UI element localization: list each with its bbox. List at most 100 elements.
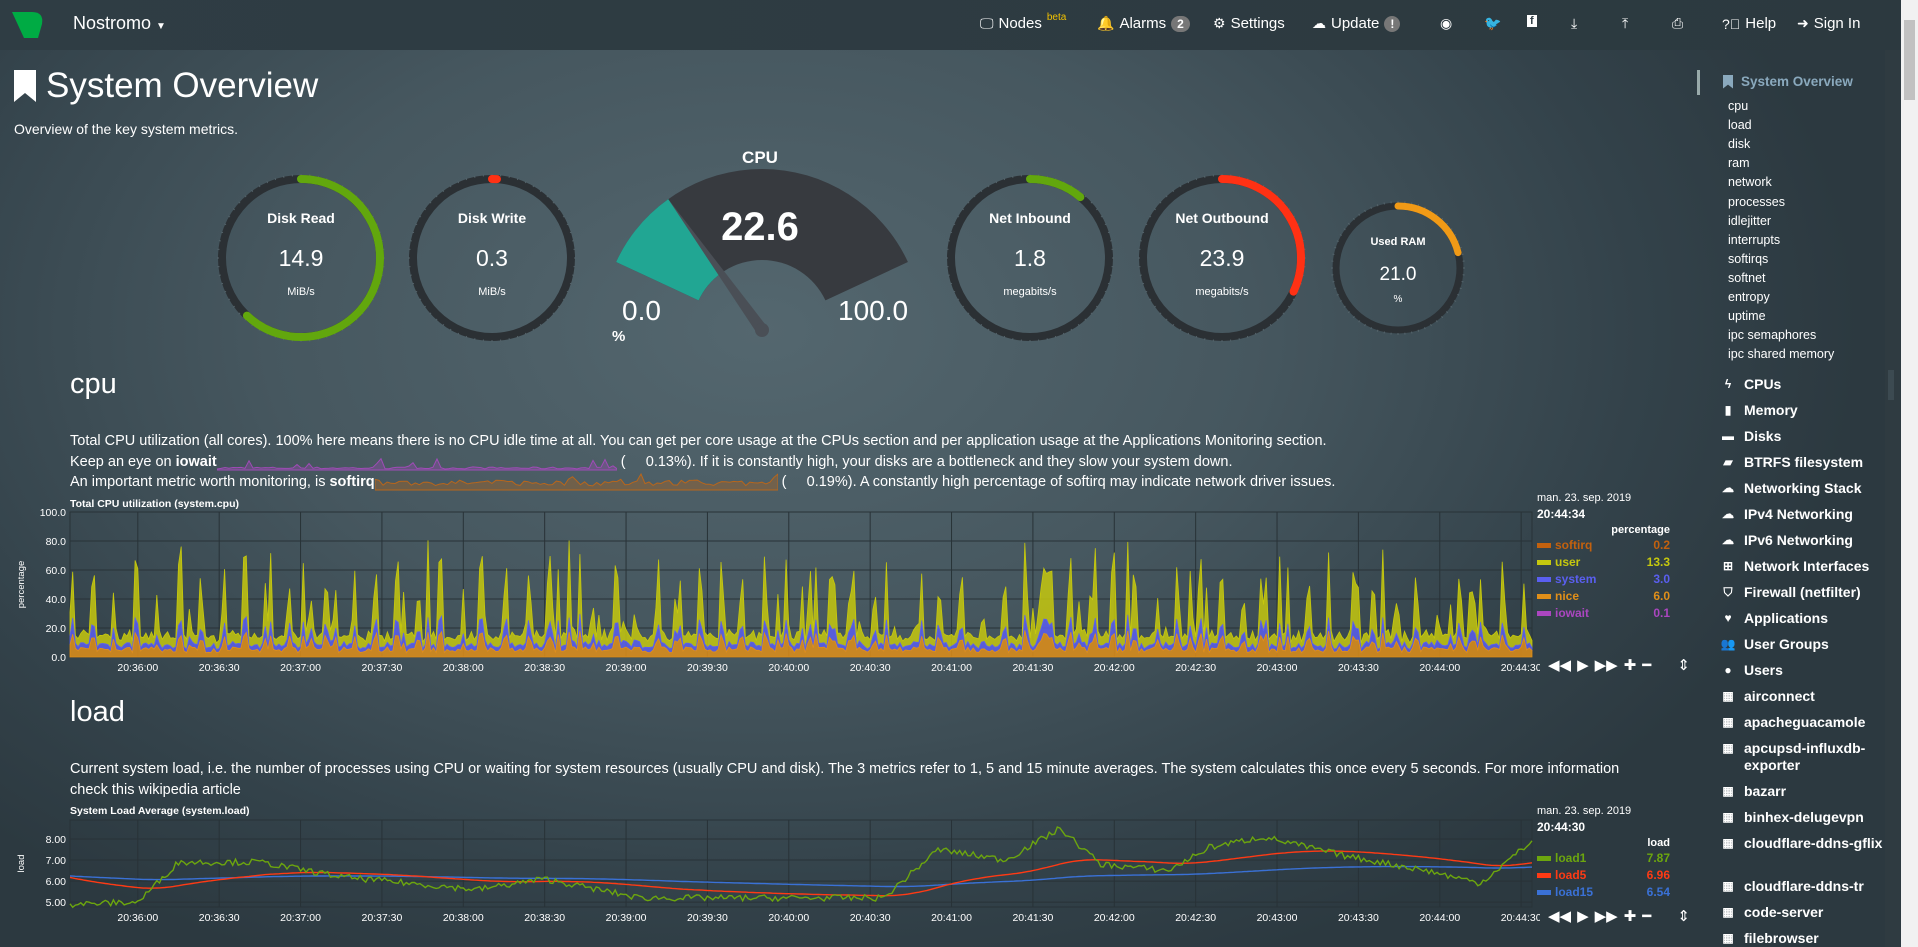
- sidebar-subitem-ipc-semaphores[interactable]: ipc semaphores: [1728, 328, 1817, 343]
- pan-right-button[interactable]: ▶▶: [1594, 657, 1618, 674]
- sidebar-subitem-softnet[interactable]: softnet: [1728, 270, 1766, 285]
- sidebar-item-cpus[interactable]: ϟ CPUs: [1720, 376, 1885, 393]
- sidebar-subitem-ram[interactable]: ram: [1728, 156, 1750, 171]
- zoom-in-button[interactable]: ✚: [1623, 657, 1637, 674]
- gauge-tick: [1149, 215, 1152, 218]
- wikipedia-link[interactable]: wikipedia article: [138, 781, 241, 798]
- sidebar-subitem-load[interactable]: load: [1728, 118, 1752, 133]
- sidebar-subitem-interrupts[interactable]: interrupts: [1728, 232, 1781, 247]
- sidebar-item-filebrowser[interactable]: ▦ filebrowser: [1720, 930, 1885, 947]
- sidebar-item-networking-stack[interactable]: ☁ Networking Stack: [1720, 480, 1885, 497]
- sidebar-scroll-thumb[interactable]: [1888, 370, 1894, 400]
- series-name: system: [1555, 571, 1597, 586]
- sidebar-subitem-uptime[interactable]: uptime: [1728, 309, 1766, 324]
- softirq-sparkline[interactable]: [374, 473, 778, 491]
- update-button[interactable]: ☁ Update!: [1312, 15, 1401, 32]
- sidebar-item-memory[interactable]: ▮ Memory: [1720, 402, 1885, 419]
- github-button[interactable]: ◉: [1440, 15, 1452, 32]
- legend-item-load15[interactable]: load15 6.54: [1537, 883, 1670, 900]
- sidebar-subitem-processes[interactable]: processes: [1728, 194, 1785, 209]
- net-inbound-gauge[interactable]: Net Inbound 1.8 megabits/s: [945, 173, 1115, 343]
- series-value: 6.0: [1653, 588, 1670, 603]
- host-selector[interactable]: Nostromo ▼: [73, 13, 166, 34]
- sidebar-item-users[interactable]: ● Users: [1720, 662, 1885, 679]
- gauge-tick: [566, 290, 569, 293]
- zoom-in-button[interactable]: ✚: [1623, 908, 1637, 925]
- sign-in-button[interactable]: ➜ Sign In: [1797, 15, 1860, 32]
- disk-read-gauge[interactable]: Disk Read 14.9 MiB/s: [216, 173, 386, 343]
- sidebar-item-apacheguacamole[interactable]: ▦ apacheguacamole: [1720, 714, 1885, 731]
- sidebar-item-ipv6-networking[interactable]: ☁ IPv6 Networking: [1720, 532, 1885, 549]
- pan-left-button[interactable]: ◀◀: [1548, 908, 1572, 925]
- sidebar-item-btrfs-filesystem[interactable]: ▰ BTRFS filesystem: [1720, 454, 1885, 471]
- download-button[interactable]: ⤓: [1571, 15, 1577, 32]
- sidebar-item-cloudflare-ddns-tr[interactable]: ▦ cloudflare-ddns-tr: [1720, 878, 1885, 895]
- legend-item-load5[interactable]: load5 6.96: [1537, 866, 1670, 883]
- sidebar-subitem-softirqs[interactable]: softirqs: [1728, 251, 1769, 266]
- sidebar-subitem-cpu[interactable]: cpu: [1728, 99, 1749, 113]
- resize-handle[interactable]: ⇕: [1677, 908, 1690, 925]
- pan-right-button[interactable]: ▶▶: [1594, 908, 1618, 925]
- shield-icon: ⛉: [1723, 585, 1733, 599]
- play-button[interactable]: ▶: [1577, 657, 1589, 674]
- page-scroll-thumb[interactable]: [1904, 20, 1915, 100]
- twitter-button[interactable]: 🐦: [1484, 15, 1501, 32]
- gauge-tick: [1269, 324, 1272, 327]
- sidebar-item-ipv4-networking[interactable]: ☁ IPv4 Networking: [1720, 506, 1885, 523]
- pan-left-button[interactable]: ◀◀: [1548, 657, 1572, 674]
- resize-handle[interactable]: ⇕: [1677, 657, 1690, 674]
- disk-write-gauge[interactable]: Disk Write 0.3 MiB/s: [407, 173, 577, 343]
- legend-item-user[interactable]: user 13.3: [1537, 553, 1670, 570]
- sidebar-item-network-interfaces[interactable]: ⊞ Network Interfaces: [1720, 558, 1885, 575]
- sidebar-item-user-groups[interactable]: 👥 User Groups: [1720, 636, 1885, 653]
- alarms-button[interactable]: 🔔 Alarms 2: [1097, 15, 1190, 32]
- sidebar-item-binhex-delugevpn[interactable]: ▦ binhex-delugevpn: [1720, 809, 1885, 826]
- gauge-tick: [442, 189, 445, 192]
- y-tick-label: 8.00: [46, 834, 67, 846]
- zoom-out-button[interactable]: ━: [1642, 908, 1652, 925]
- sidebar-item-code-server[interactable]: ▦ code-server: [1720, 904, 1885, 921]
- sidebar-item-cloudflare-ddns-gflix[interactable]: ▦ cloudflare-ddns-gflix: [1720, 835, 1885, 852]
- sidebar-subitem-idlejitter[interactable]: idlejitter: [1728, 213, 1772, 228]
- series-value: 0.2: [1653, 537, 1670, 552]
- sidebar-item-apcupsd-influxdb-exporter[interactable]: ▦ apcupsd-influxdb-exporter: [1720, 740, 1885, 774]
- gauge-tick: [1376, 329, 1379, 332]
- sidebar-item-firewall-netfilter-[interactable]: ⛉ Firewall (netfilter): [1720, 584, 1885, 601]
- gauge-tick: [1141, 282, 1145, 285]
- sidebar-subitem-network[interactable]: network: [1728, 175, 1772, 190]
- sidebar-item-disks[interactable]: ▬ Disks: [1720, 428, 1885, 445]
- sidebar-item-system-overview[interactable]: System Overview: [1723, 74, 1853, 89]
- sidebar-scrollbar[interactable]: [1885, 50, 1900, 947]
- cpu-gauge[interactable]: CPU 22.6 0.0 100.0 %: [590, 140, 930, 360]
- sidebar-item-applications[interactable]: ♥ Applications: [1720, 610, 1885, 627]
- print-button[interactable]: ⎙: [1672, 15, 1683, 32]
- facebook-button[interactable]: f: [1527, 15, 1537, 27]
- cpu-chart[interactable]: 20:36:00 20:36:30 20:37:00 20:37:30 20:38:00…: [0, 500, 1540, 680]
- bell-icon: 🔔: [1097, 15, 1115, 31]
- help-button[interactable]: ?⃝ Help: [1722, 15, 1776, 32]
- sidebar-subitem-ipc-shared-memory[interactable]: ipc shared memory: [1728, 347, 1835, 362]
- netdata-logo[interactable]: [12, 12, 44, 38]
- used-ram-gauge[interactable]: Used RAM 21.0 %: [1330, 200, 1466, 336]
- settings-button[interactable]: ⚙ Settings: [1213, 15, 1285, 32]
- zoom-out-button[interactable]: ━: [1642, 657, 1652, 674]
- legend-item-iowait[interactable]: iowait 0.1: [1537, 604, 1670, 621]
- sidebar-item-label: Memory: [1744, 402, 1798, 418]
- iowait-sparkline[interactable]: [216, 453, 617, 471]
- legend-item-system[interactable]: system 3.0: [1537, 570, 1670, 587]
- play-button[interactable]: ▶: [1577, 908, 1589, 925]
- sidebar-subitem-disk[interactable]: disk: [1728, 137, 1751, 152]
- gauge-tick: [258, 185, 261, 188]
- upload-button[interactable]: ⤒: [1622, 15, 1628, 32]
- load-chart[interactable]: 20:36:00 20:36:30 20:37:00 20:37:30 20:38:00…: [0, 808, 1540, 947]
- legend-item-nice[interactable]: nice 6.0: [1537, 587, 1670, 604]
- net-outbound-gauge[interactable]: Net Outbound 23.9 megabits/s: [1137, 173, 1307, 343]
- page-scrollbar[interactable]: [1901, 0, 1918, 947]
- sidebar-subitem-entropy[interactable]: entropy: [1728, 290, 1770, 304]
- sidebar-item-airconnect[interactable]: ▦ airconnect: [1720, 688, 1885, 705]
- facebook-icon: f: [1527, 15, 1537, 27]
- sidebar-item-bazarr[interactable]: ▦ bazarr: [1720, 783, 1885, 800]
- legend-item-load1[interactable]: load1 7.87: [1537, 849, 1670, 866]
- nodes-button[interactable]: 🖵 Nodes beta: [980, 12, 1066, 32]
- legend-item-softirq[interactable]: softirq 0.2: [1537, 536, 1670, 553]
